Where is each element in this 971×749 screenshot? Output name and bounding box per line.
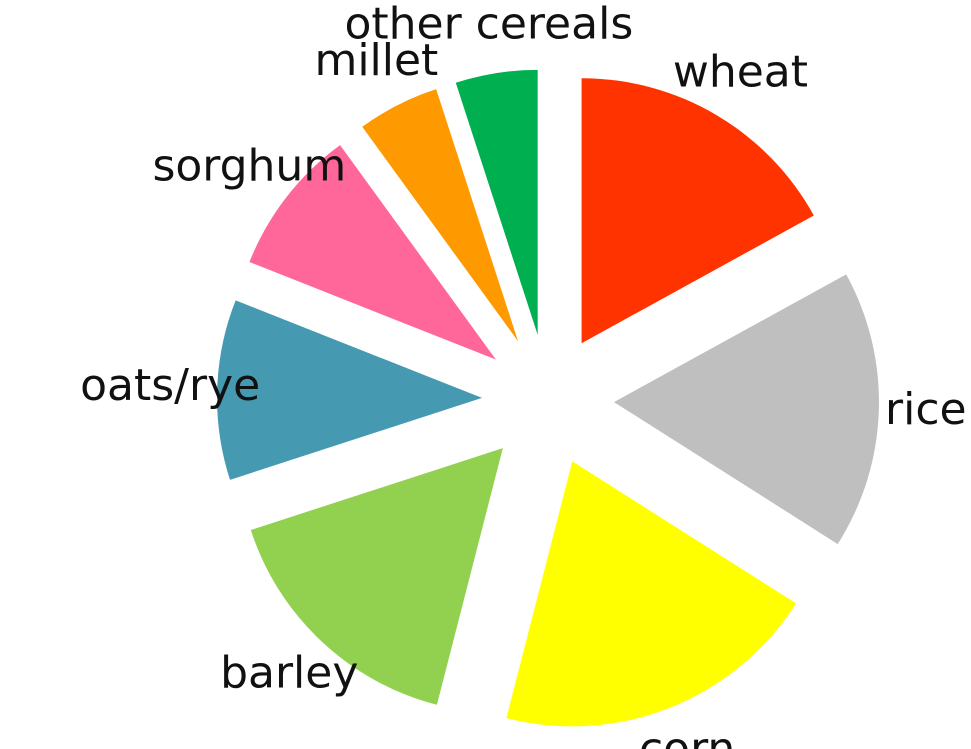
pie-slice	[217, 300, 483, 480]
slice-label: oats/rye	[80, 360, 260, 411]
slice-label: wheat	[673, 47, 808, 98]
slice-label: barley	[220, 648, 358, 699]
slice-label: rice	[885, 384, 967, 435]
pie-slice	[506, 461, 797, 727]
slice-label: millet	[314, 35, 438, 86]
slice-label: other cereals	[344, 0, 633, 50]
pie-slice	[455, 69, 538, 335]
pie-slice	[362, 89, 519, 342]
pie-slice	[613, 274, 879, 545]
slice-label: sorghum	[152, 140, 346, 191]
slice-label: corn	[639, 723, 735, 749]
pie-slice	[249, 145, 496, 360]
pie-slice	[581, 78, 814, 344]
pie-slice	[250, 448, 503, 705]
